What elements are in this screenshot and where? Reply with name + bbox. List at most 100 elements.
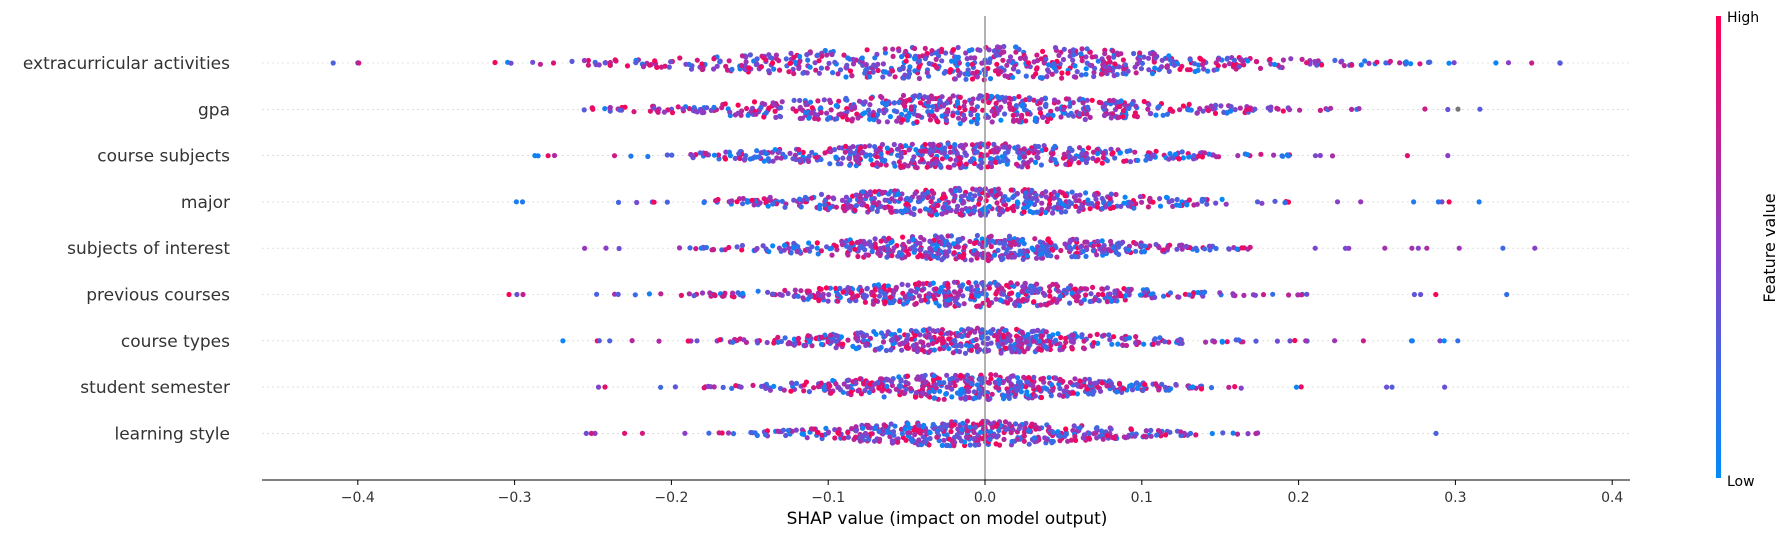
shap-point — [830, 70, 836, 76]
shap-point — [1172, 151, 1179, 157]
shap-point — [1004, 282, 1010, 288]
shap-point — [1005, 254, 1011, 260]
shap-point — [1051, 61, 1057, 67]
shap-point — [1006, 95, 1012, 101]
shap-point — [815, 52, 821, 58]
shap-point — [1078, 384, 1084, 390]
shap-point — [821, 387, 828, 393]
shap-point — [1109, 341, 1115, 347]
shap-point — [1031, 299, 1037, 305]
shap-point — [843, 74, 849, 80]
shap-point — [957, 373, 964, 379]
shap-point — [955, 67, 961, 73]
shap-point — [903, 58, 909, 64]
shap-point — [792, 59, 798, 65]
shap-point — [1445, 153, 1451, 159]
shap-point — [763, 110, 769, 116]
shap-point — [931, 395, 938, 401]
shap-point — [1111, 204, 1117, 211]
shap-point — [988, 372, 994, 378]
shap-point — [875, 67, 881, 74]
shap-point — [929, 109, 935, 115]
shap-point — [939, 113, 945, 119]
shap-point — [1015, 297, 1021, 303]
shap-point — [689, 153, 695, 159]
shap-point — [765, 289, 771, 295]
shap-point — [1036, 387, 1042, 393]
shap-point — [957, 288, 964, 294]
shap-point — [842, 149, 848, 155]
shap-point — [892, 163, 898, 169]
shap-point — [1036, 426, 1042, 432]
shap-point — [773, 201, 780, 207]
shap-point — [899, 281, 905, 287]
shap-point — [1274, 338, 1280, 344]
shap-point — [1000, 198, 1007, 204]
shap-point — [1163, 194, 1170, 200]
x-tick-label: 0.4 — [1601, 490, 1623, 506]
shap-point — [1245, 58, 1251, 64]
shap-point — [964, 372, 971, 378]
shap-point — [1088, 291, 1094, 297]
shap-point — [1002, 345, 1008, 351]
shap-point — [1004, 300, 1011, 306]
shap-point — [754, 148, 760, 154]
shap-point — [835, 71, 841, 77]
shap-point — [1409, 245, 1415, 251]
shap-point — [795, 335, 802, 341]
shap-point — [835, 291, 841, 297]
shap-point — [881, 394, 887, 400]
shap-point — [929, 48, 935, 54]
shap-point — [1329, 153, 1336, 159]
shap-point — [1037, 338, 1043, 344]
shap-point — [900, 241, 906, 247]
shap-point — [1193, 432, 1199, 438]
shap-point — [1063, 290, 1069, 296]
shap-point — [607, 62, 613, 68]
shap-point — [799, 115, 806, 121]
shap-point — [1135, 157, 1141, 163]
shap-point — [792, 341, 798, 347]
shap-point — [793, 427, 799, 433]
shap-point — [955, 426, 961, 432]
x-tick-label: −0.3 — [498, 490, 532, 506]
shap-point — [1111, 54, 1117, 60]
shap-point — [889, 379, 895, 385]
shap-point — [1133, 201, 1139, 207]
shap-point — [967, 424, 973, 430]
shap-point — [778, 338, 785, 345]
shap-point — [1006, 393, 1012, 400]
shap-point — [1138, 66, 1144, 72]
shap-point — [884, 145, 890, 151]
shap-point — [753, 111, 759, 117]
shap-point — [940, 340, 946, 346]
shap-point — [967, 238, 973, 245]
shap-point — [977, 47, 983, 53]
shap-point — [1026, 150, 1032, 156]
shap-point — [781, 247, 787, 253]
shap-point — [1180, 103, 1186, 109]
shap-point — [950, 93, 956, 99]
shap-point — [1142, 243, 1148, 249]
shap-point — [955, 44, 961, 51]
shap-point — [581, 107, 587, 113]
shap-point — [951, 162, 957, 168]
shap-point — [796, 59, 803, 65]
shap-point — [715, 152, 722, 158]
shap-point — [998, 350, 1004, 356]
shap-point — [1205, 68, 1211, 74]
shap-point — [990, 238, 996, 244]
shap-point — [957, 94, 963, 100]
shap-point — [1228, 108, 1234, 114]
shap-point — [997, 95, 1003, 101]
shap-point — [711, 66, 717, 72]
shap-point — [838, 111, 844, 117]
shap-point — [1077, 111, 1083, 117]
shap-point — [974, 382, 981, 388]
shap-point — [904, 53, 910, 59]
shap-point — [850, 56, 856, 62]
shap-point — [1001, 241, 1007, 247]
shap-point — [871, 438, 878, 444]
shap-point — [1013, 161, 1020, 167]
shap-point — [1029, 328, 1035, 335]
